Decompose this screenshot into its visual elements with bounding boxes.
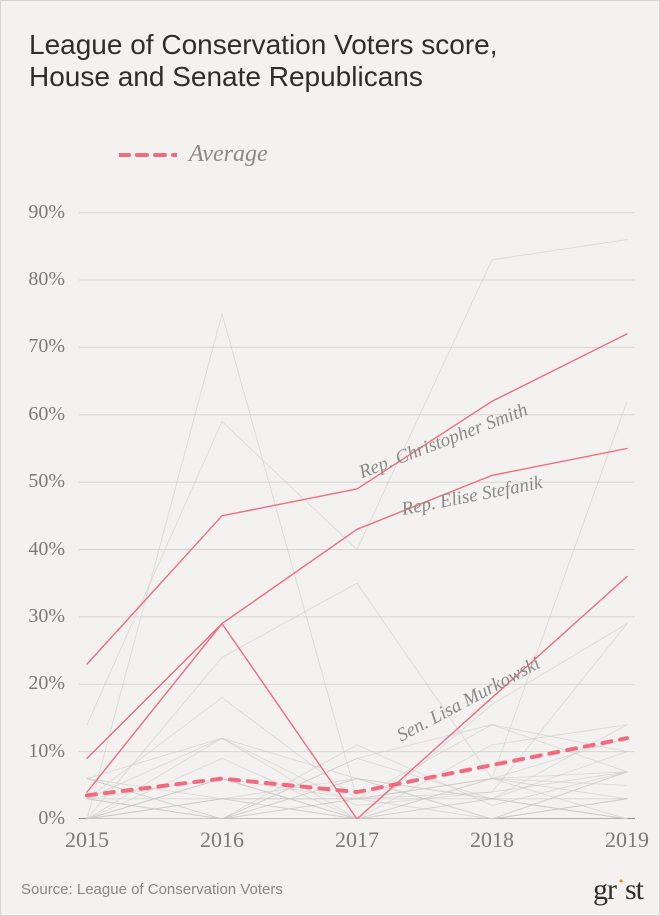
x-tick-label: 2015 bbox=[47, 827, 127, 853]
y-tick-label: 50% bbox=[1, 470, 65, 493]
x-tick-label: 2016 bbox=[182, 827, 262, 853]
y-tick-label: 30% bbox=[1, 605, 65, 628]
brand-dot-icon: ˙ bbox=[616, 873, 625, 906]
y-tick-label: 60% bbox=[1, 403, 65, 426]
y-tick-label: 40% bbox=[1, 538, 65, 561]
legend-swatch bbox=[119, 150, 177, 160]
chart-title-line2: House and Senate Republicans bbox=[29, 61, 498, 93]
y-tick-label: 80% bbox=[1, 268, 65, 291]
source-line: Source: League of Conservation Voters bbox=[21, 881, 283, 898]
brand-after: st bbox=[625, 873, 643, 906]
y-tick-label: 90% bbox=[1, 201, 65, 224]
chart-card: League of Conservation Voters score, Hou… bbox=[0, 0, 660, 916]
y-tick-label: 20% bbox=[1, 672, 65, 695]
plot-area bbox=[79, 179, 635, 819]
legend-label: Average bbox=[189, 141, 268, 168]
brand-before: gr bbox=[593, 873, 616, 906]
x-tick-label: 2017 bbox=[317, 827, 397, 853]
y-tick-label: 70% bbox=[1, 335, 65, 358]
x-tick-label: 2019 bbox=[587, 827, 660, 853]
legend: Average bbox=[119, 141, 268, 168]
chart-title: League of Conservation Voters score, Hou… bbox=[29, 29, 498, 93]
chart-title-line1: League of Conservation Voters score, bbox=[29, 29, 498, 61]
y-tick-label: 10% bbox=[1, 740, 65, 763]
brand-logo: gr˙st bbox=[593, 873, 643, 907]
x-tick-label: 2018 bbox=[452, 827, 532, 853]
